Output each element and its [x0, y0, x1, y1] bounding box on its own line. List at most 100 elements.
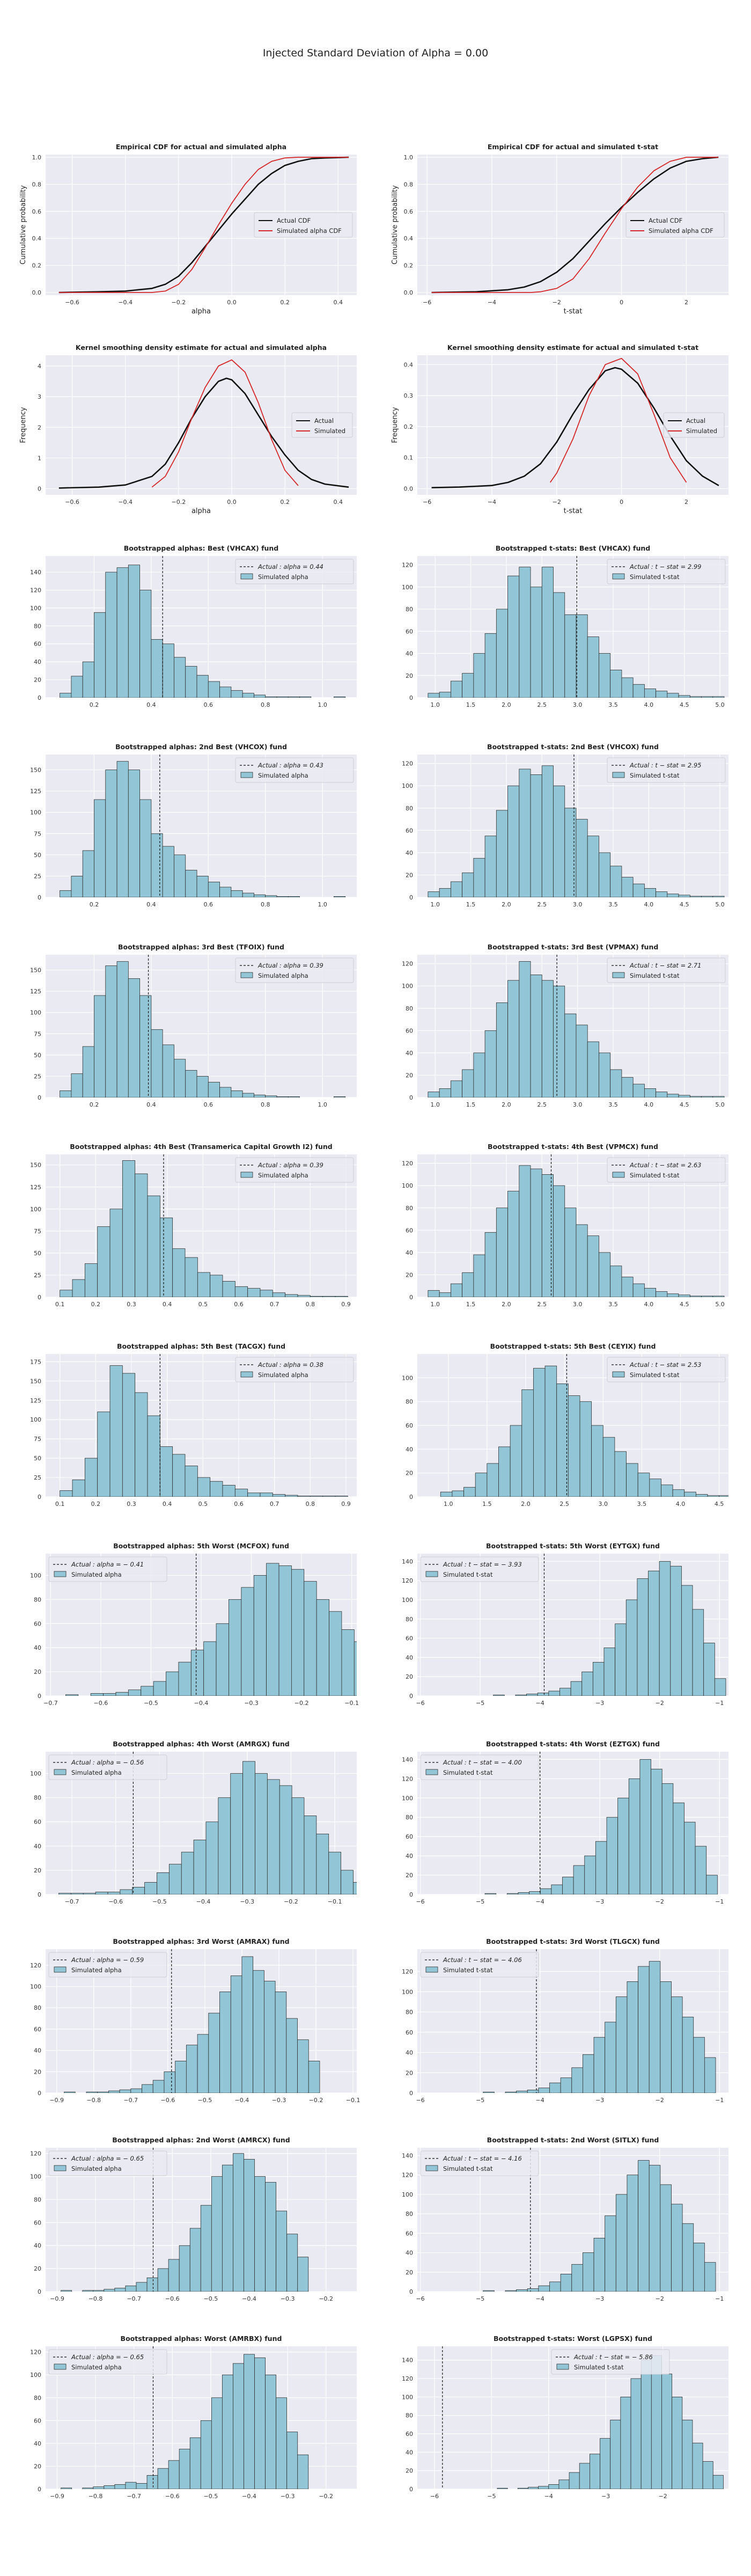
plot-area [60, 1354, 348, 1497]
histogram-bar [644, 1287, 657, 1297]
y-tick-label: 120 [402, 961, 413, 968]
legend: Actual : alpha = 0.39 Simulated alpha [235, 1157, 354, 1183]
histogram-bar [139, 590, 152, 698]
x-tick-label: 0.8 [306, 1301, 315, 1308]
y-tick-label: 80 [406, 1814, 413, 1821]
histogram-bar [152, 2080, 165, 2093]
subplot-4: −6 −4 −2 0 2 0.0 0.1 0.2 0.3 0.4 Kernel smoothing … [391, 343, 728, 515]
x-tick-label: −0.6 [94, 1700, 108, 1707]
histogram-bar [151, 639, 163, 698]
histogram-bar [719, 1495, 728, 1497]
y-tick-label: 40 [34, 1843, 41, 1850]
series-line [58, 157, 349, 293]
x-tick-label: −4 [536, 2097, 544, 2104]
histogram-bar [105, 770, 117, 897]
histogram-bar [704, 2057, 716, 2093]
histogram-bar [428, 693, 440, 698]
y-tick-label: 1.0 [404, 154, 414, 161]
x-tick-label: 3.0 [573, 1101, 583, 1108]
x-tick-label: −4 [536, 1898, 544, 1905]
histogram-bar [605, 2215, 616, 2292]
x-tick-label: −0.2 [172, 299, 186, 306]
x-tick-label: 0.2 [91, 1301, 101, 1308]
x-tick-label: −0.8 [89, 2295, 103, 2302]
histogram-bar [671, 1996, 683, 2093]
y-tick-label: 120 [402, 1775, 413, 1782]
x-tick-label: 0.8 [261, 701, 270, 708]
histogram-bar [162, 846, 174, 897]
histogram-bar [592, 1662, 605, 1696]
y-tick-label: 4 [38, 363, 41, 370]
legend: Actual : alpha = − 0.59 Simulated alpha [48, 1952, 167, 1978]
histogram-bar [328, 1851, 341, 1894]
x-tick-label: −4 [488, 499, 496, 506]
histogram-bar [272, 1494, 286, 1497]
subplot-20: −6 −5 −4 −3 −2 −1 0 20 40 60 80 100 120 Bootstrapped … [402, 1937, 728, 2104]
histogram-bar [147, 1195, 160, 1297]
histogram-bar [517, 2487, 528, 2489]
x-tick-label: 0.2 [90, 901, 99, 908]
x-tick-label: 0.2 [280, 499, 290, 506]
legend-bar-swatch [54, 1966, 67, 1973]
histogram-bar [61, 2487, 72, 2489]
subplot-title: Bootstrapped alphas: Best (VHCAX) fund [124, 544, 279, 552]
x-tick-label: −1 [715, 1898, 724, 1905]
histogram-bar [671, 2204, 683, 2292]
y-tick-label: 140 [402, 1558, 413, 1565]
y-tick-label: 40 [34, 1644, 41, 1651]
histogram-bar [626, 1463, 638, 1497]
histogram-bar [530, 975, 542, 1097]
y-tick-label: 40 [406, 1249, 413, 1256]
histogram-bar [621, 677, 634, 698]
legend-label: Simulated t-stat [630, 972, 680, 979]
histogram-bar [548, 2484, 559, 2489]
x-tick-label: −6 [416, 2295, 424, 2302]
x-tick-label: 0.2 [280, 299, 290, 306]
plot-area [61, 2148, 309, 2292]
legend-bar-swatch [612, 772, 625, 778]
x-axis-label: t-stat [564, 507, 583, 515]
histogram-bar [661, 1484, 673, 1497]
histogram-bar [493, 1694, 505, 1696]
x-tick-label: 3.0 [573, 901, 583, 908]
histogram-bar [450, 1283, 463, 1297]
legend-label: Actual [314, 417, 334, 425]
legend-label: Actual : t − stat = 2.63 [629, 1161, 701, 1169]
x-tick-label: −1 [715, 2097, 724, 2104]
y-tick-label: 0 [38, 694, 41, 701]
histogram-bar [672, 2396, 683, 2489]
y-tick-label: 80 [34, 2004, 41, 2011]
y-tick-label: 150 [30, 1378, 41, 1385]
legend: Actual : alpha = 0.38 Simulated alpha [235, 1357, 354, 1382]
histogram-bar [506, 1893, 519, 1894]
histogram-bar [139, 995, 152, 1097]
histogram-bar [86, 2091, 98, 2093]
histogram-bar [166, 1671, 179, 1696]
legend-box [607, 757, 726, 783]
histogram-bar [265, 2182, 277, 2292]
y-tick-label: 50 [34, 1455, 41, 1462]
histogram-bar [656, 891, 668, 897]
y-tick-label: 40 [406, 2250, 413, 2257]
y-tick-label: 25 [34, 1474, 41, 1481]
y-tick-label: 100 [30, 1206, 41, 1213]
histogram-bar [200, 2205, 212, 2292]
histogram-bar [196, 876, 209, 897]
x-tick-label: −0.3 [240, 1898, 254, 1905]
y-tick-label: 125 [30, 1184, 41, 1191]
legend-label: Actual : alpha = 0.44 [257, 563, 323, 570]
x-tick-label: −0.7 [43, 1700, 58, 1707]
x-tick-label: 3.5 [637, 1501, 647, 1507]
histogram-bar [168, 2460, 180, 2489]
x-tick-label: −2 [656, 2097, 664, 2104]
histogram-bar [538, 2285, 550, 2292]
subplot-23: −0.9 −0.8 −0.7 −0.6 −0.5 −0.4 −0.3 −0.2 0 20 40 60 8… [30, 2334, 357, 2500]
subplot-2: −6 −4 −2 0 2 0.0 0.2 0.4 0.6 0.8 1.0 Empirical CDF … [391, 143, 728, 316]
histogram-bar [196, 1076, 209, 1097]
histogram-bar [216, 1623, 229, 1696]
histogram-bar [247, 1288, 261, 1297]
histogram-bar [651, 1768, 662, 1894]
series-line [151, 359, 299, 488]
histogram-bar [701, 896, 713, 897]
y-tick-label: 0.8 [32, 181, 42, 188]
